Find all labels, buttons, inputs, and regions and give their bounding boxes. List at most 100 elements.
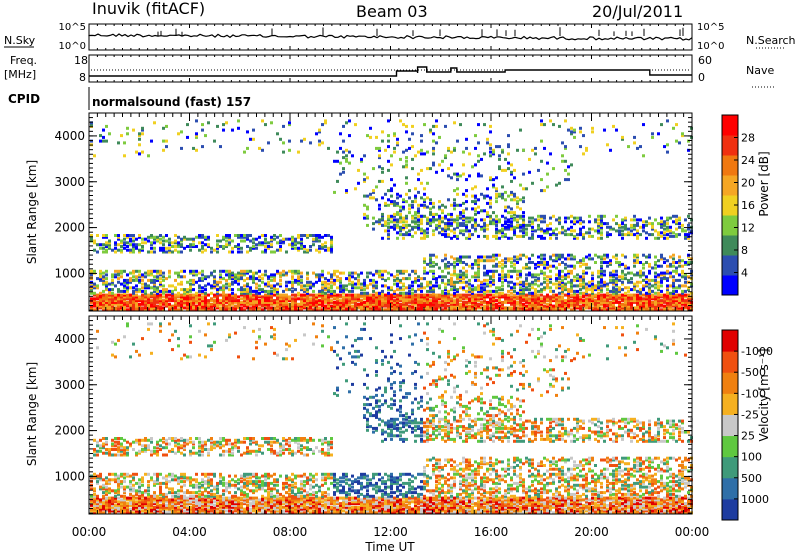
range-cell [462, 266, 465, 270]
range-cell [324, 291, 327, 295]
range-cell [165, 277, 168, 281]
range-cell [621, 297, 624, 301]
range-cell [114, 293, 117, 297]
range-cell [585, 148, 588, 152]
range-cell [486, 255, 489, 259]
range-cell [393, 227, 396, 231]
range-cell [459, 269, 462, 273]
range-cell [588, 304, 591, 308]
range-cell [471, 225, 474, 229]
range-cell [141, 282, 144, 286]
range-cell [429, 211, 432, 215]
range-cell [102, 282, 105, 286]
range-cell [471, 288, 474, 292]
range-cell [483, 123, 486, 127]
range-cell [216, 282, 219, 286]
range-cell [573, 255, 576, 259]
range-cell [402, 150, 405, 154]
range-cell [477, 286, 480, 290]
range-cell [273, 273, 276, 277]
range-cell [237, 282, 240, 286]
range-cell [675, 308, 678, 312]
range-cell [456, 223, 459, 227]
range-cell [492, 269, 495, 273]
range-cell [393, 291, 396, 295]
range-cell [324, 241, 327, 245]
range-cell [636, 231, 639, 235]
range-cell [378, 302, 381, 306]
range-cell [537, 302, 540, 306]
range-cell [318, 299, 321, 303]
range-cell [348, 308, 351, 312]
range-cell [342, 286, 345, 290]
range-cell [501, 266, 504, 270]
range-cell [237, 126, 240, 130]
range-cell [420, 220, 423, 224]
range-cell [261, 308, 264, 312]
range-cell [195, 299, 198, 303]
range-cell [318, 275, 321, 279]
range-cell [543, 266, 546, 270]
range-cell [261, 299, 264, 303]
range-cell [279, 273, 282, 277]
range-cell [537, 277, 540, 281]
range-cell [681, 300, 684, 304]
range-cell [573, 289, 576, 293]
range-cell [483, 229, 486, 233]
range-cell [678, 297, 681, 301]
range-cell [666, 289, 669, 293]
range-cell [516, 223, 519, 227]
range-cell [441, 275, 444, 279]
range-cell [669, 262, 672, 266]
range-cell [429, 286, 432, 290]
range-cell [546, 227, 549, 231]
range-cell [537, 264, 540, 268]
range-cell [513, 269, 516, 273]
range-cell [303, 297, 306, 301]
range-cell [324, 248, 327, 252]
range-cell [663, 275, 666, 279]
range-cell [225, 235, 228, 239]
range-cell [504, 299, 507, 303]
range-cell [660, 302, 663, 306]
range-cell [387, 302, 390, 306]
range-cell [540, 220, 543, 224]
range-cell [492, 289, 495, 293]
range-cell [495, 145, 498, 149]
range-cell [90, 121, 93, 125]
range-cell [378, 218, 381, 222]
range-cell [657, 293, 660, 297]
range-cell [393, 300, 396, 304]
range-cell [429, 255, 432, 259]
range-cell [105, 304, 108, 308]
range-cell [495, 253, 498, 257]
range-cell [525, 266, 528, 270]
range-cell [264, 273, 267, 277]
range-cell [378, 300, 381, 304]
range-cell [477, 262, 480, 266]
range-cell [660, 223, 663, 227]
range-cell [594, 218, 597, 222]
range-cell [654, 299, 657, 303]
range-cell [594, 220, 597, 224]
range-cell [666, 308, 669, 312]
range-cell [639, 291, 642, 295]
range-cell [240, 275, 243, 279]
range-cell [495, 223, 498, 227]
range-cell [426, 293, 429, 297]
range-cell [411, 145, 414, 149]
range-cell [252, 308, 255, 312]
range-cell [471, 218, 474, 222]
range-cell [354, 286, 357, 290]
freq-label-2: [MHz] [4, 68, 36, 81]
freq-label-1: Freq. [10, 54, 37, 67]
range-cell [444, 225, 447, 229]
range-cell [393, 225, 396, 229]
range-cell [366, 299, 369, 303]
range-cell [618, 264, 621, 268]
range-cell [132, 234, 135, 237]
range-cell [405, 297, 408, 301]
range-cell [132, 302, 135, 306]
range-cell [498, 297, 501, 301]
range-cell [252, 300, 255, 304]
